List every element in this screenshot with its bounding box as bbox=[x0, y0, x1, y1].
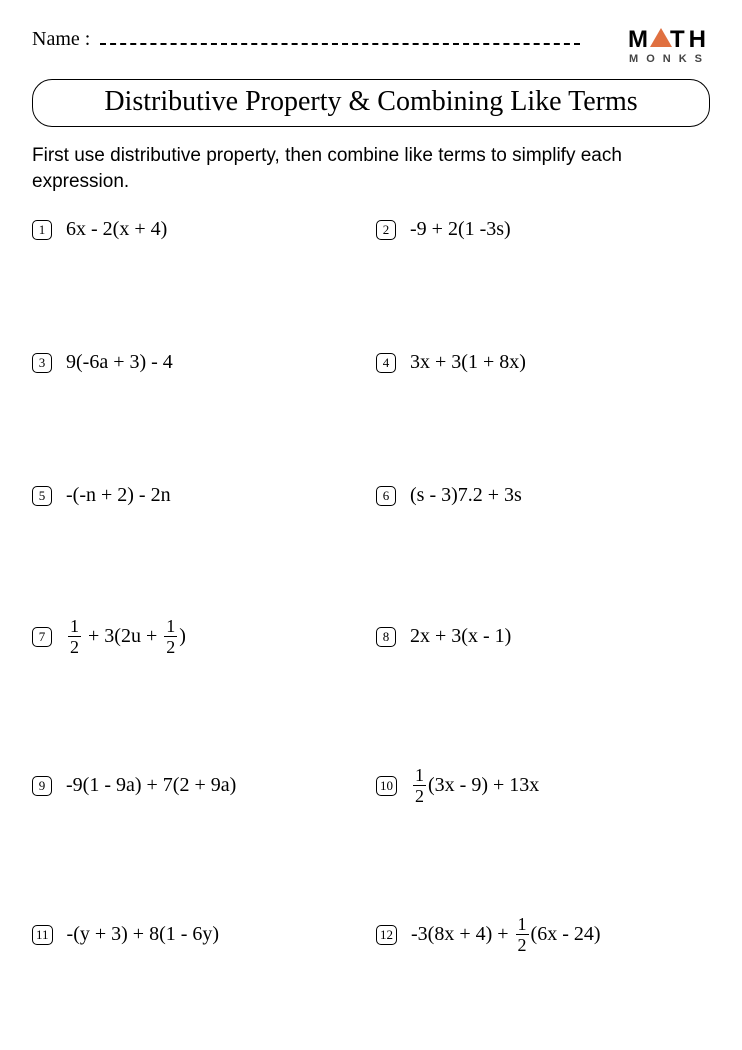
expr-text: + 3(2u + bbox=[83, 625, 162, 648]
logo-triangle-icon bbox=[650, 28, 672, 47]
problem-number: 1 bbox=[32, 220, 52, 240]
expr-text: (3x - 9) + 13x bbox=[428, 774, 539, 797]
problem-number: 8 bbox=[376, 627, 396, 647]
worksheet-title: Distributive Property & Combining Like T… bbox=[104, 86, 637, 117]
problem-expression: 3x + 3(1 + 8x) bbox=[410, 351, 526, 374]
expr-text: 9(-6a + 3) - 4 bbox=[66, 351, 173, 374]
logo-bottom: MONKS bbox=[628, 54, 710, 65]
logo-top: M TH bbox=[628, 28, 710, 52]
problem-number: 12 bbox=[376, 925, 397, 945]
problem-12: 12-3(8x + 4) + 12(6x - 24) bbox=[376, 915, 710, 954]
fraction-denominator: 2 bbox=[68, 636, 81, 656]
fraction: 12 bbox=[516, 915, 529, 954]
problem-expression: 2x + 3(x - 1) bbox=[410, 625, 511, 648]
problem-1: 1 6x - 2(x + 4) bbox=[32, 218, 366, 241]
name-input-line[interactable] bbox=[100, 29, 580, 45]
fraction: 12 bbox=[68, 617, 81, 656]
problem-expression: 9(-6a + 3) - 4 bbox=[66, 351, 173, 374]
fraction-denominator: 2 bbox=[516, 934, 529, 954]
title-box: Distributive Property & Combining Like T… bbox=[32, 79, 710, 127]
fraction-denominator: 2 bbox=[164, 636, 177, 656]
name-label: Name : bbox=[32, 28, 90, 51]
problem-7: 712 + 3(2u + 12) bbox=[32, 617, 366, 656]
problem-expression: (s - 3)7.2 + 3s bbox=[410, 484, 522, 507]
problem-6: 6 (s - 3)7.2 + 3s bbox=[376, 484, 710, 507]
problem-4: 4 3x + 3(1 + 8x) bbox=[376, 351, 710, 374]
problem-11: 11 -(y + 3) + 8(1 - 6y) bbox=[32, 915, 366, 954]
header-row: Name : M TH MONKS bbox=[32, 28, 710, 65]
problem-expression: 6x - 2(x + 4) bbox=[66, 218, 167, 241]
problem-expression: -(y + 3) + 8(1 - 6y) bbox=[67, 923, 220, 946]
expr-text: -(-n + 2) - 2n bbox=[66, 484, 171, 507]
problem-8: 8 2x + 3(x - 1) bbox=[376, 617, 710, 656]
problem-3: 3 9(-6a + 3) - 4 bbox=[32, 351, 366, 374]
expr-text: (6x - 24) bbox=[531, 923, 601, 946]
problem-number: 2 bbox=[376, 220, 396, 240]
expr-text: -9(1 - 9a) + 7(2 + 9a) bbox=[66, 774, 236, 797]
problem-expression: 12(3x - 9) + 13x bbox=[411, 766, 539, 805]
problem-expression: -9 + 2(1 -3s) bbox=[410, 218, 511, 241]
problem-number: 11 bbox=[32, 925, 53, 945]
problem-expression: -(-n + 2) - 2n bbox=[66, 484, 171, 507]
problem-2: 2 -9 + 2(1 -3s) bbox=[376, 218, 710, 241]
problem-number: 10 bbox=[376, 776, 397, 796]
expr-text: -(y + 3) + 8(1 - 6y) bbox=[67, 923, 220, 946]
fraction: 12 bbox=[413, 766, 426, 805]
expr-text: 6x - 2(x + 4) bbox=[66, 218, 167, 241]
problem-5: 5 -(-n + 2) - 2n bbox=[32, 484, 366, 507]
worksheet-page: Name : M TH MONKS Distributive Property &… bbox=[0, 0, 742, 974]
expr-text: ) bbox=[179, 625, 186, 648]
fraction-numerator: 1 bbox=[68, 617, 81, 636]
fraction-numerator: 1 bbox=[516, 915, 529, 934]
math-monks-logo: M TH MONKS bbox=[628, 28, 710, 65]
fraction-numerator: 1 bbox=[413, 766, 426, 785]
expr-text: -9 + 2(1 -3s) bbox=[410, 218, 511, 241]
name-area: Name : bbox=[32, 28, 628, 51]
problem-9: 9 -9(1 - 9a) + 7(2 + 9a) bbox=[32, 766, 366, 805]
problem-expression: -9(1 - 9a) + 7(2 + 9a) bbox=[66, 774, 236, 797]
problem-expression: 12 + 3(2u + 12) bbox=[66, 617, 186, 656]
problem-number: 9 bbox=[32, 776, 52, 796]
instructions-text: First use distributive property, then co… bbox=[32, 143, 710, 194]
expr-text: 3x + 3(1 + 8x) bbox=[410, 351, 526, 374]
expr-text: (s - 3)7.2 + 3s bbox=[410, 484, 522, 507]
problem-number: 6 bbox=[376, 486, 396, 506]
problems-grid: 1 6x - 2(x + 4) 2 -9 + 2(1 -3s) 3 9(-6a + 3) … bbox=[32, 218, 710, 954]
problem-number: 4 bbox=[376, 353, 396, 373]
problem-number: 7 bbox=[32, 627, 52, 647]
fraction: 12 bbox=[164, 617, 177, 656]
expr-text: 2x + 3(x - 1) bbox=[410, 625, 511, 648]
logo-letters-th: TH bbox=[670, 26, 710, 53]
expr-text: -3(8x + 4) + bbox=[411, 923, 514, 946]
fraction-numerator: 1 bbox=[164, 617, 177, 636]
problem-number: 5 bbox=[32, 486, 52, 506]
fraction-denominator: 2 bbox=[413, 785, 426, 805]
problem-10: 10 12(3x - 9) + 13x bbox=[376, 766, 710, 805]
problem-expression: -3(8x + 4) + 12(6x - 24) bbox=[411, 915, 601, 954]
problem-number: 3 bbox=[32, 353, 52, 373]
logo-letter-m: M bbox=[628, 26, 652, 53]
